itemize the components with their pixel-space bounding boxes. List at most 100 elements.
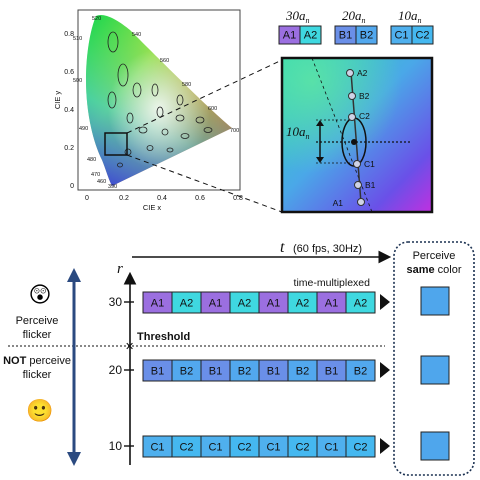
perception-arrow-up [67,268,81,282]
x-tick: 0.6 [195,195,205,202]
wavelength-label: 510 [73,36,82,42]
x-axis-label: CIE x [143,203,162,212]
time-axis-note: (60 fps, 30Hz) [293,243,362,255]
row-30-cell-label: A1 [325,298,338,310]
legend-cell-c1-text: C1 [394,30,408,42]
y-tick: 0.4 [64,107,74,114]
row-20-cell-label: B1 [325,366,338,378]
cell-rows: A1 A2 A1 A2 A1 A2 A1 A2 B1 B2 B1 B2 B1 B2 B1 B2 C1 C2 C1 C2… [142,291,376,458]
row-30-cell-label: A2 [238,298,251,310]
y-tick: 0 [70,183,74,190]
macadam-ellipses [107,31,213,168]
row-10-cell-label: C1 [208,442,222,454]
wavelength-label: 460 [97,179,106,185]
row-arrow-10 [380,438,390,454]
row-10-cell-label: C2 [295,442,309,454]
r-tick-30: 30 [109,295,123,309]
same-color-box [393,241,475,476]
row-30-cell-label: A2 [180,298,193,310]
row-arrow-30 [380,294,390,310]
x-tick: 0.8 [233,195,243,202]
wavelength-label: 520 [92,16,101,22]
not-perceive-flicker-1: NOT perceive [3,355,71,367]
row-30-cell-label: A2 [296,298,309,310]
x-tick: 0.2 [119,195,129,202]
row-20-cell-label: B1 [151,366,164,378]
row-20-cell-label: B2 [296,366,309,378]
row-30-cell-label: A1 [267,298,280,310]
row-20-cell-label: B2 [354,366,367,378]
row-20-cell-label: B1 [209,366,222,378]
y-axis-label: CIE y [53,91,62,110]
result-swatch-20 [420,355,450,385]
y-tick: 0.8 [64,31,74,38]
row-10-cell-label: C1 [150,442,164,454]
wavelength-label: 580 [182,82,191,88]
row-10-cell-label: C1 [324,442,338,454]
wavelength-label: 540 [132,32,141,38]
perceive-flicker-2: flicker [23,329,52,341]
wavelength-label: 480 [87,157,96,163]
r-tick-20: 20 [109,363,123,377]
y-tick: 0.6 [64,69,74,76]
row-30-cell-label: A1 [151,298,164,310]
wavelength-label: 390 [108,184,117,190]
legend-cell-b2 [355,25,378,45]
legend-cell-a2-text: A2 [304,30,317,42]
legend: 30an 20an 10an A1 A2 B1 B2 C1 C2 [278,8,434,45]
zoom-point-label: A1 [333,198,344,208]
zoom-point-label: A2 [357,68,368,78]
wavelength-label: 560 [160,58,169,64]
row-30-cell [345,291,376,314]
zoom-point-label: C2 [359,111,370,121]
time-axis-var: t [280,239,285,256]
legend-cell-c2-text: C2 [415,30,429,42]
row-arrow-20 [380,362,390,378]
multiplex-label: time-multiplexed [294,277,371,289]
same-color-title-2: same color [406,264,461,276]
threshold-marker: ✕ [125,341,134,353]
not-perceive-flicker-2: flicker [23,369,52,381]
row-30-cell-label: A2 [354,298,367,310]
threshold-label: Threshold [137,331,190,343]
row-10-cell-label: C2 [237,442,251,454]
zoom-region-box [104,132,128,156]
legend-label-20: 20an [342,8,366,25]
surprised-face-icon: 😲 [29,283,52,308]
row-20-cell-label: B2 [238,366,251,378]
result-swatch-10 [420,431,450,461]
wavelength-label: 700 [230,128,239,134]
center-point [351,139,357,145]
x-tick: 0.4 [157,195,167,202]
wavelength-label: 470 [91,172,100,178]
r-tick-10: 10 [109,439,123,453]
legend-label-10: 10an [398,8,422,25]
legend-cell-a2 [299,25,322,45]
r-axis-label: r [117,261,123,277]
legend-cell-b1-text: B1 [339,30,352,42]
y-tick: 0.2 [64,145,74,152]
legend-cell-c2 [411,25,434,45]
row-20-cell [345,359,376,382]
row-20-cell-label: B2 [180,366,193,378]
legend-cell-a1-text: A1 [283,30,296,42]
perceive-flicker-1: Perceive [16,315,59,327]
result-swatch-30 [420,286,450,316]
row-10-cell [345,435,376,458]
wavelength-label: 600 [208,106,217,112]
row-10-cell-label: C2 [179,442,193,454]
zoom-connectors [126,59,283,213]
wavelength-label: 500 [73,78,82,84]
smiling-face-icon: 🙂 [26,398,53,424]
cie-chart: 0 0.2 0.4 0.6 0.8 0 0.2 0.4 0.6 0.8 CIE … [53,9,243,212]
row-10-cell-label: C2 [353,442,367,454]
x-tick: 0 [85,195,89,202]
zoom-panel: 10an A2 B2 C2 C1 B1 A1 [280,56,434,214]
zoom-point-label: B1 [365,180,376,190]
wavelength-label: 490 [79,126,88,132]
timing-diagram: t (60 fps, 30Hz) r time-multiplexed 30 2… [3,239,475,476]
legend-label-30: 30an [285,8,310,25]
zoom-point-label: C1 [364,159,375,169]
zoom-point-label: B2 [359,91,370,101]
